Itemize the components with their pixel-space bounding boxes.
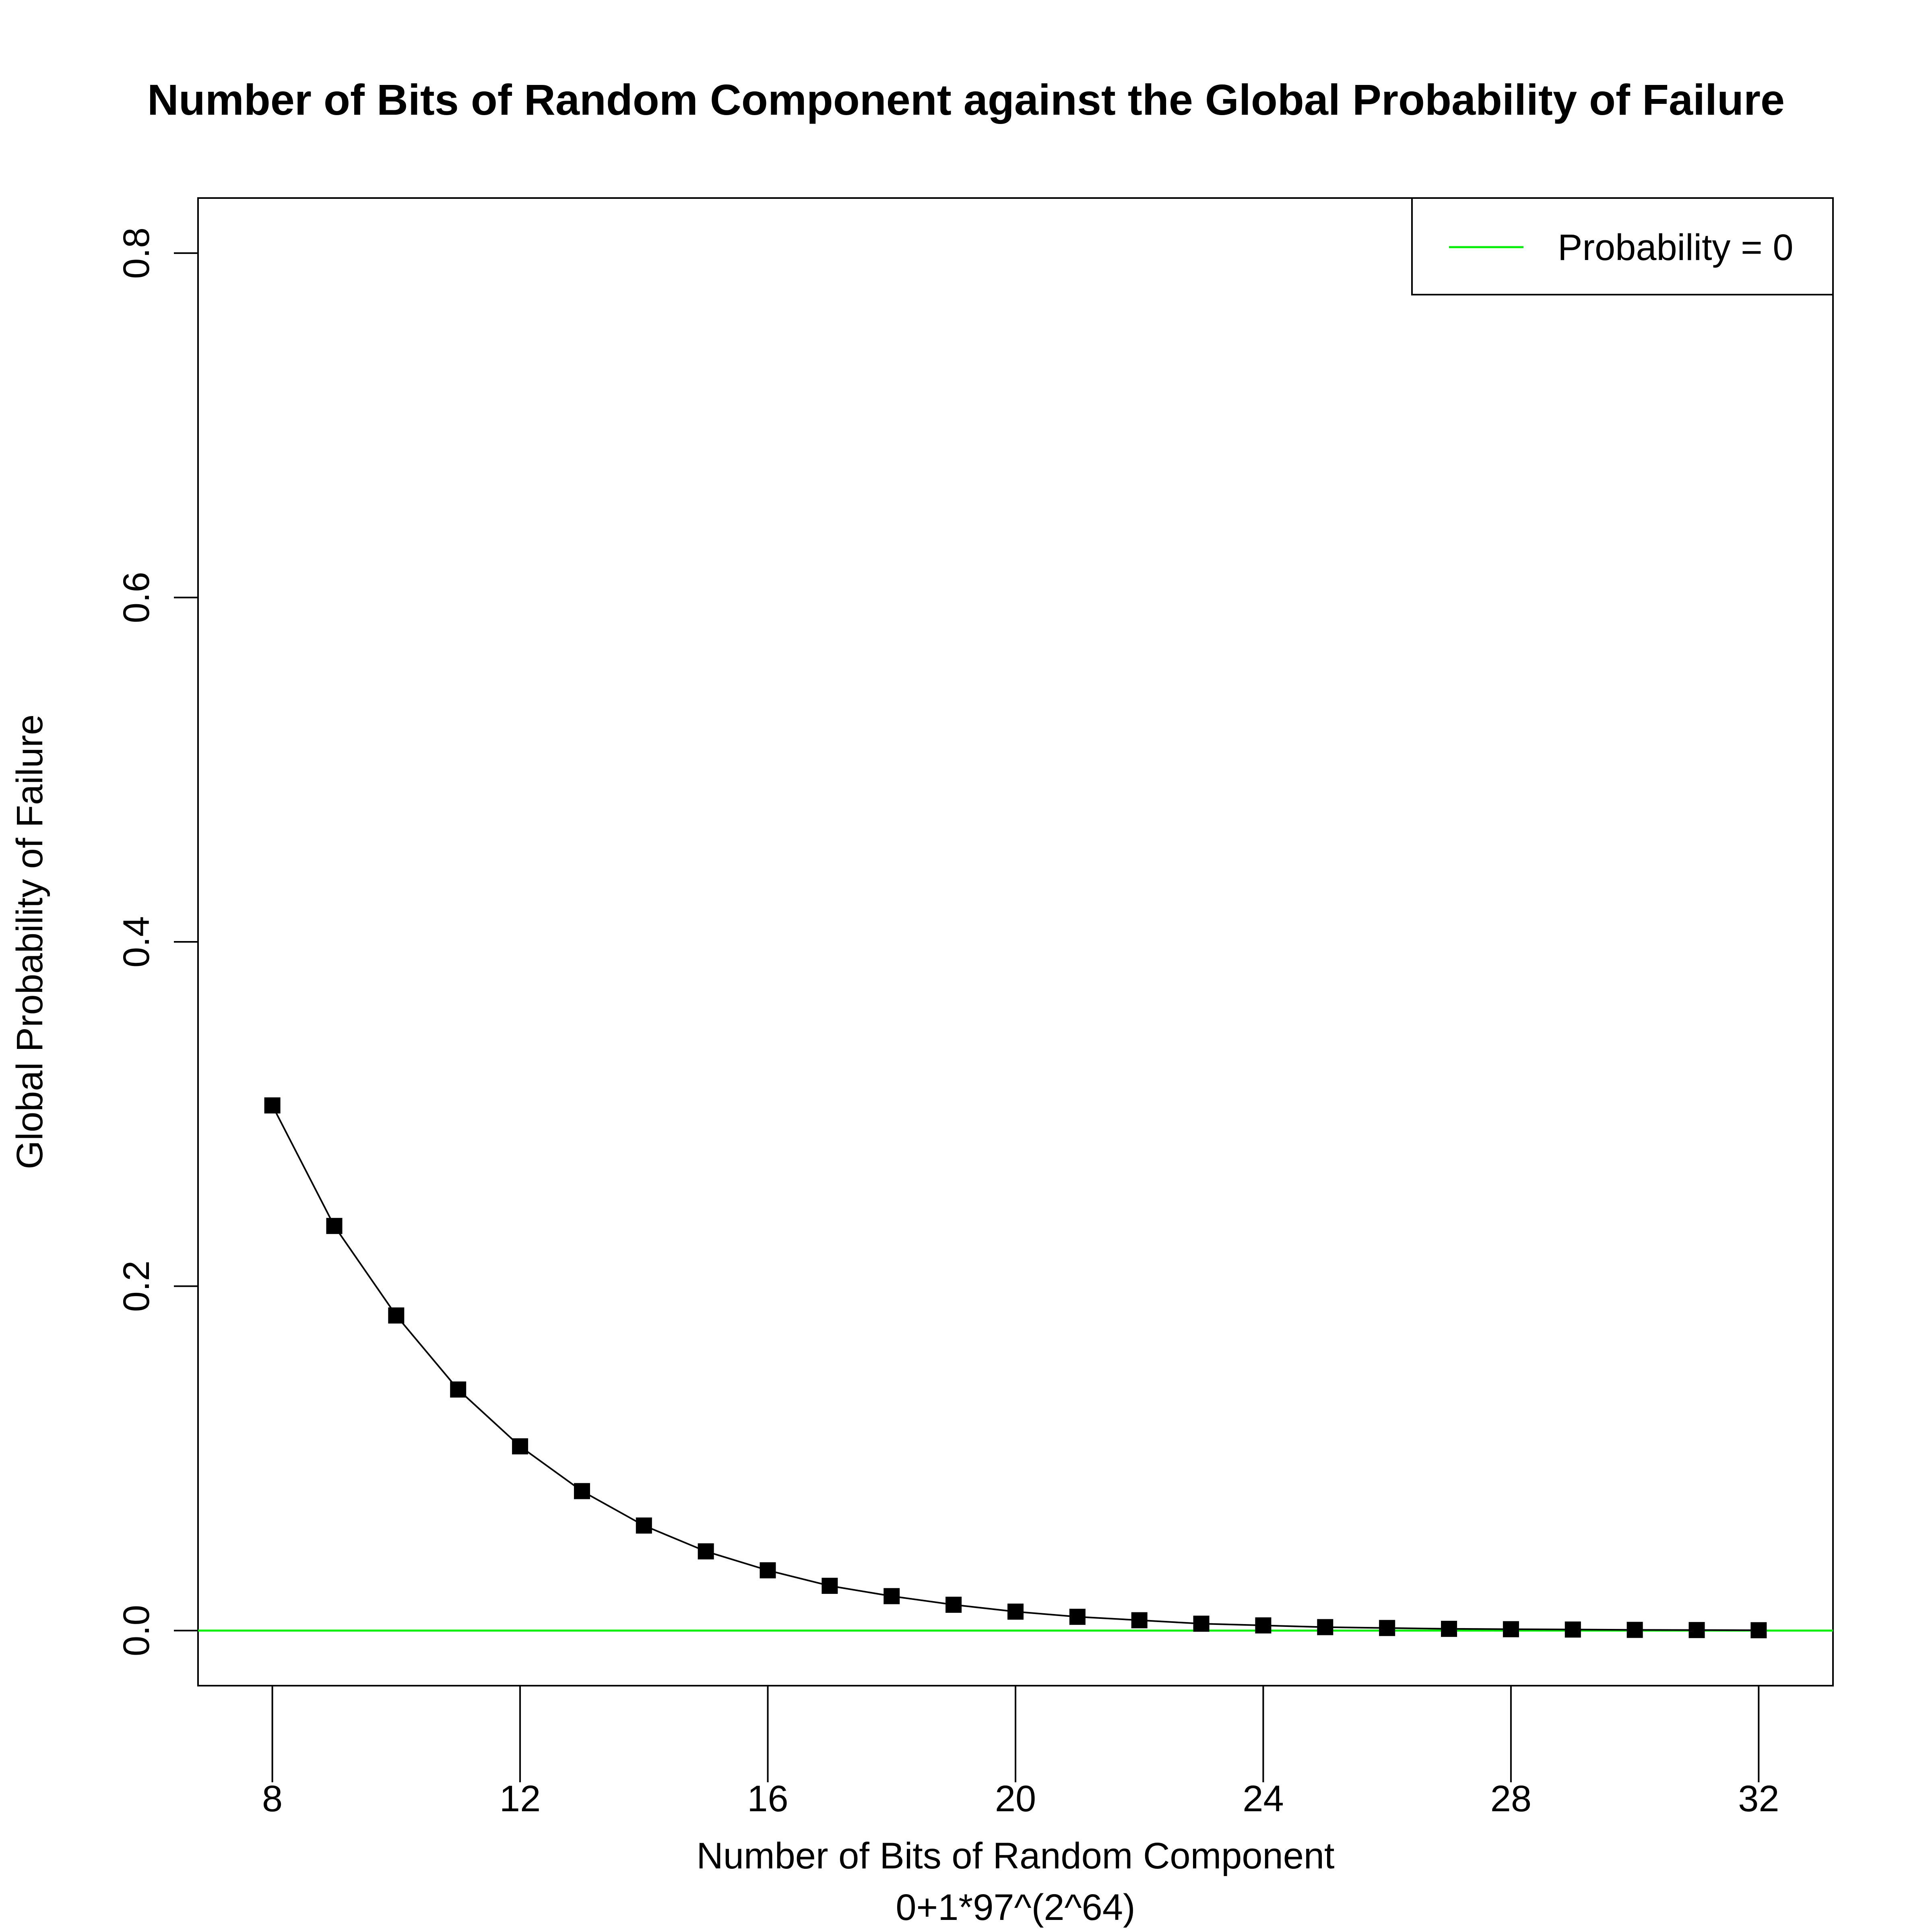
- series-line: [271, 1105, 1759, 1631]
- data-point: [1503, 1621, 1519, 1637]
- data-point: [388, 1307, 405, 1324]
- data-point: [822, 1577, 838, 1594]
- data-point: [1193, 1616, 1210, 1632]
- chart-title: Number of Bits of Random Component again…: [147, 75, 1785, 124]
- data-point: [326, 1218, 343, 1234]
- data-point: [698, 1543, 714, 1560]
- y-tick-label: 0.4: [116, 916, 157, 968]
- data-point: [1255, 1617, 1271, 1634]
- x-tick-label: 12: [500, 1778, 541, 1819]
- data-point: [264, 1097, 281, 1114]
- data-point: [1750, 1622, 1767, 1639]
- data-point: [1069, 1608, 1086, 1625]
- x-axis: 8 12 16 20 24 28 32: [262, 1686, 1779, 1819]
- y-tick-label: 0.8: [116, 227, 157, 279]
- x-tick-label: 20: [995, 1778, 1036, 1819]
- data-point: [1688, 1622, 1705, 1638]
- y-tick-label: 0.0: [116, 1605, 157, 1656]
- plot-frame: [197, 197, 1834, 1686]
- x-tick-label: 24: [1243, 1778, 1284, 1819]
- data-point: [1627, 1622, 1643, 1638]
- y-tick-label: 0.6: [116, 572, 157, 623]
- x-tick-label: 28: [1490, 1778, 1532, 1819]
- data-point: [1379, 1620, 1395, 1636]
- data-point: [1007, 1604, 1024, 1620]
- data-point: [636, 1517, 652, 1534]
- data-point: [945, 1596, 962, 1613]
- y-axis-label: Global Probability of Failure: [9, 714, 50, 1169]
- data-point: [760, 1562, 776, 1579]
- legend-label: Probability = 0: [1558, 227, 1794, 268]
- data-point: [512, 1438, 528, 1455]
- data-point: [450, 1381, 466, 1398]
- y-tick-label: 0.2: [116, 1261, 157, 1312]
- legend: Probability = 0: [1411, 197, 1834, 295]
- x-tick-label: 32: [1738, 1778, 1779, 1819]
- data-point: [574, 1483, 590, 1499]
- x-tick-label: 8: [262, 1778, 283, 1819]
- data-point: [1317, 1619, 1333, 1635]
- data-point: [883, 1588, 900, 1604]
- data-point: [1441, 1620, 1457, 1637]
- data-point: [1565, 1621, 1581, 1638]
- x-tick-label: 16: [747, 1778, 788, 1819]
- x-axis-label: Number of Bits of Random Component: [696, 1835, 1334, 1876]
- data-point: [1131, 1612, 1148, 1629]
- y-axis: 0.0 0.2 0.4 0.6 0.8: [116, 227, 198, 1656]
- x-axis-sublabel: 0+1*97^(2^64): [896, 1887, 1135, 1928]
- series-markers: [264, 1097, 1767, 1639]
